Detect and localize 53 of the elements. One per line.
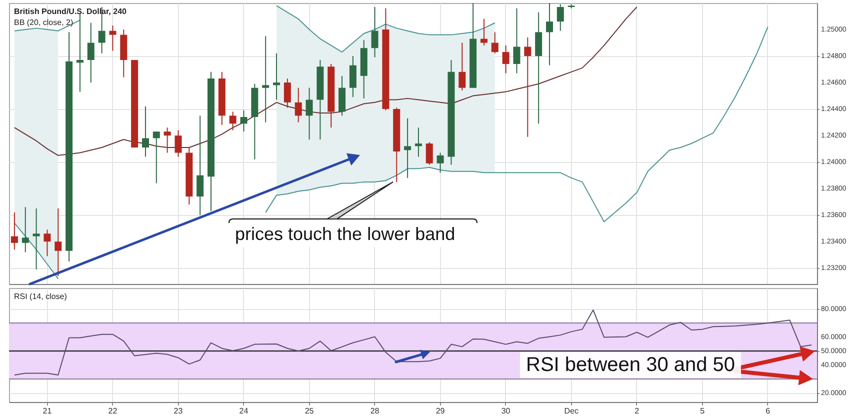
candlestick (262, 36, 270, 123)
candlestick (32, 208, 40, 270)
annotation: prices touch the lower band (235, 222, 456, 245)
x-tick-label: 6 (766, 406, 771, 416)
candlestick (371, 6, 378, 58)
x-tick-label: Dec (564, 406, 578, 416)
candlestick (152, 131, 160, 184)
x-tick-label: 30 (501, 406, 511, 416)
annotation: RSI between 30 and 50 (520, 352, 742, 378)
candlestick (535, 12, 542, 124)
candlestick (556, 4, 564, 32)
candlestick (426, 142, 433, 166)
x-tick-label: 22 (108, 406, 118, 416)
candlestick (458, 42, 466, 91)
line-series (14, 6, 638, 156)
candlestick (404, 118, 412, 178)
candlestick (142, 106, 149, 158)
candlestick (229, 111, 236, 131)
candlestick (338, 75, 346, 116)
x-tick-label: 5 (700, 406, 706, 416)
x-tick-label: 2 (634, 406, 640, 416)
x-tick-label: 23 (174, 406, 184, 416)
x-tick-label: 28 (370, 406, 380, 416)
candlestick (284, 78, 291, 108)
x-tick-label: 25 (304, 406, 314, 416)
candlestick (273, 52, 280, 100)
candlestick (502, 44, 510, 74)
candlestick (164, 127, 171, 154)
x-tick-label: 29 (436, 406, 446, 416)
text: BB (20, close, 2) (13, 18, 74, 28)
candlestick (196, 115, 204, 216)
candlestick (546, 2, 553, 66)
candlestick (513, 8, 520, 74)
chart-title: RSI (14, close) (13, 292, 68, 302)
candlestick (87, 22, 94, 84)
candlestick (174, 130, 182, 158)
candlestick (22, 206, 29, 253)
candlestick (54, 208, 62, 277)
candlestick (491, 32, 498, 54)
candlestick (306, 87, 313, 140)
candlestick (436, 152, 444, 174)
candlestick (240, 110, 248, 132)
candlestick (294, 87, 302, 123)
candlestick (349, 56, 356, 98)
x-tick-label: 21 (42, 406, 52, 416)
candlestick (10, 212, 18, 250)
candlestick (76, 13, 84, 92)
candlestick (524, 36, 532, 138)
candlestick (414, 127, 422, 158)
candlestick (109, 25, 116, 52)
candlestick (44, 229, 51, 257)
x-tick-label: 24 (239, 406, 249, 416)
candlestick (480, 18, 488, 46)
